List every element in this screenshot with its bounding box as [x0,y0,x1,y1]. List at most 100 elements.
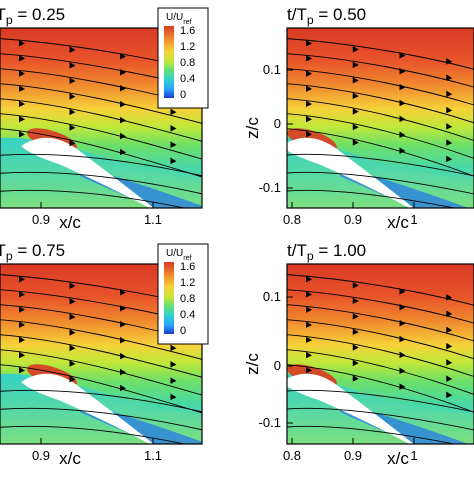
streamline [0,407,202,431]
streamline [0,389,202,413]
streamline-arrow [19,115,25,123]
streamline [287,289,474,324]
streamline-arrow [69,77,76,85]
streamline [0,189,187,208]
streamline [287,364,474,413]
colorbar-tick: 0.4 [180,73,195,85]
colorbar-scale [164,262,174,334]
x-tick-label: 1 [410,448,417,463]
streamline-arrow [69,108,76,116]
airfoil [21,373,154,444]
plot-frame [286,263,474,445]
streamline-arrow [399,99,406,107]
streamline-arrow [19,55,25,62]
colorbar-tick: 0.4 [180,309,195,321]
streamline-arrow [69,360,76,367]
streamline-arrow [399,351,406,359]
panel-title: t/Tp = 1.00 [287,241,366,263]
y-tick-label: -0.1 [259,415,281,430]
streamline [0,334,202,378]
streamline-arrow [170,377,177,384]
streamline-arrow [399,67,406,75]
streamline-arrow [306,85,312,92]
streamline-arrow [120,84,126,92]
streamline [287,407,474,431]
streamline-arrow [352,359,359,367]
streamline [287,113,474,159]
x-axis-label: x/c [387,213,409,232]
airfoil [287,373,414,444]
x-tick-label: 0.9 [344,212,362,227]
airfoil [21,137,154,208]
streamline-arrow [306,351,312,359]
streamline-arrow [446,326,453,334]
x-tick-label: 1 [410,212,417,227]
colorbar-tick: 1.6 [180,25,195,37]
streamline [287,38,474,70]
streamline-arrow [399,367,406,375]
streamline-arrow [19,85,25,92]
streamline-arrow [399,319,406,327]
x-tick-label: 1.1 [144,448,162,463]
streamline [0,128,202,178]
streamline-arrow [352,297,359,304]
panel-title: t/Tp = 0.50 [287,5,366,27]
streamline [287,334,474,378]
streamline-arrow [120,320,126,328]
colorbar-title: U/Uref [166,248,192,262]
streamline-arrow [306,336,312,344]
streamline-arrow [19,291,25,298]
streamline-arrow [446,74,453,81]
streamline-arrow [120,116,126,124]
streamline-arrow [120,132,126,140]
streamline-arrow [120,336,126,344]
streamline [287,171,474,195]
streamline [287,68,474,106]
streamline-arrow [306,39,312,47]
streamline [0,113,202,160]
streamline-arrow [352,108,359,115]
streamline [287,53,474,88]
streamline-arrow [170,124,177,132]
flow-field [287,28,474,208]
y-axis-label: z/c [243,117,262,139]
colorbar-tick: 0 [180,89,186,101]
x-axis-label: x/c [59,449,81,468]
streamline-arrow [69,313,76,321]
streamline-arrow [19,351,25,359]
streamline-arrow [69,282,76,289]
y-tick-label: 0 [274,116,281,131]
colorbar-tick: 1.6 [180,261,195,273]
streamline-arrow [120,68,126,76]
airfoil [287,137,414,208]
streamline-arrow [306,291,312,298]
streamline-arrow [352,313,359,320]
streamline-arrow [69,375,76,383]
streamline-arrow [352,61,359,68]
streamline-arrow [446,294,453,301]
streamline-arrow [399,335,406,343]
streamline-arrow [19,275,25,283]
streamline-arrow [69,61,76,69]
y-tick-label: 0.1 [263,289,281,304]
panels-layer: t/Tp = 0.250.91.1x/cU/Uref1.61.20.80.40t… [0,5,474,468]
plot-frame [286,27,474,209]
colorbar-tick: 0 [180,325,186,337]
streamline-arrow [399,288,406,295]
streamline-arrow [399,383,406,390]
streamline-arrow [306,321,312,328]
streamline-arrow [19,70,25,77]
streamline-arrow [352,123,359,131]
colorbar-tick: 0.8 [180,293,195,305]
x-tick-label: 0.9 [32,448,50,463]
x-tick-label: 1.1 [144,212,162,227]
streamline-arrow [120,100,126,108]
plot-frame [0,27,203,209]
streamline-arrow [352,375,359,382]
streamline [287,349,474,395]
x-tick-label: 0.9 [344,448,362,463]
